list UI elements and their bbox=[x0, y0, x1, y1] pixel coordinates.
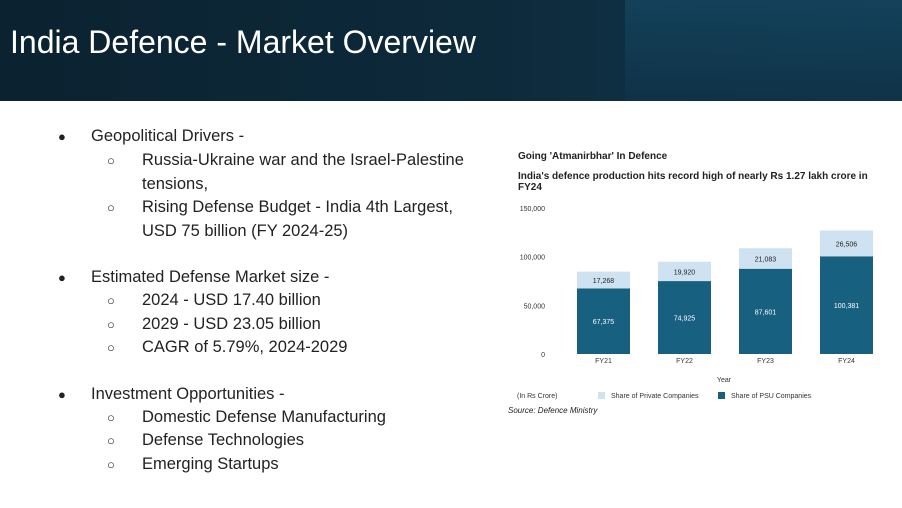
data-label-private: 19,920 bbox=[674, 269, 696, 276]
bullet-item: ● Estimated Defense Market size - bbox=[58, 266, 330, 290]
x-tick-label: FY21 bbox=[595, 358, 612, 365]
y-tick-label: 100,000 bbox=[520, 255, 545, 262]
header-accent-band bbox=[625, 0, 902, 101]
y-tick-label: 50,000 bbox=[524, 303, 546, 310]
sub-bullet-item: ○ 2024 - USD 17.40 billion bbox=[107, 289, 482, 313]
y-tick-label: 150,000 bbox=[520, 206, 545, 213]
bar-psu-fy23 bbox=[739, 268, 792, 354]
bullet-text: Geopolitical Drivers - bbox=[91, 127, 245, 145]
bar-private-fy23 bbox=[739, 248, 792, 269]
bullet-text: Investment Opportunities - bbox=[91, 385, 285, 403]
data-label-psu: 74,925 bbox=[674, 316, 696, 323]
legend-swatch-psu bbox=[718, 392, 725, 399]
sub-bullet-marker: ○ bbox=[107, 433, 115, 448]
bullet-text: tensions, bbox=[142, 175, 209, 193]
x-tick-label: FY22 bbox=[676, 358, 693, 365]
data-label-private: 21,083 bbox=[755, 256, 777, 263]
sub-bullet-continuation: tensions, bbox=[142, 173, 482, 197]
bar-private-fy24 bbox=[820, 230, 873, 257]
bar-psu-fy24 bbox=[820, 256, 873, 354]
data-label-private: 26,506 bbox=[836, 241, 858, 248]
bar-psu-fy22 bbox=[658, 281, 711, 354]
legend-label-private: Share of Private Companies bbox=[611, 393, 699, 400]
bullet-marker: ● bbox=[58, 387, 66, 402]
data-label-psu: 87,601 bbox=[755, 309, 777, 316]
sub-bullet-item: ○ CAGR of 5.79%, 2024-2029 bbox=[107, 336, 482, 360]
bullet-text: Russia-Ukraine war and the Israel-Palest… bbox=[142, 151, 464, 169]
sub-bullet-item: ○ Russia-Ukraine war and the Israel-Pale… bbox=[107, 149, 482, 173]
bullet-marker: ● bbox=[58, 129, 66, 144]
stacked-bar-chart: 0 50,000 100,000 150,000 67,375 17,268 FY21 74,… bbox=[517, 206, 873, 400]
bullet-list: ● Geopolitical Drivers - ○ Russia-Ukrain… bbox=[58, 125, 482, 477]
bar-psu-fy21 bbox=[577, 288, 630, 354]
sub-bullet-marker: ○ bbox=[107, 153, 115, 168]
sub-bullet-item: ○ 2029 - USD 23.05 billion bbox=[107, 313, 482, 337]
bullet-item: ● Investment Opportunities - bbox=[58, 383, 285, 407]
sub-bullet-item: ○ Rising Defense Budget - India 4th Larg… bbox=[107, 196, 482, 220]
sub-bullet-marker: ○ bbox=[107, 317, 115, 332]
x-tick-label: FY23 bbox=[757, 358, 774, 365]
bullet-text: 2029 - USD 23.05 billion bbox=[142, 315, 321, 333]
slide-title: India Defence - Market Overview bbox=[10, 24, 476, 60]
sub-bullet-marker: ○ bbox=[107, 410, 115, 425]
bullet-item: ● Geopolitical Drivers - bbox=[58, 125, 245, 149]
sub-bullet-item: ○ Emerging Startups bbox=[107, 453, 482, 477]
y-tick-label: 0 bbox=[541, 352, 545, 359]
bullet-text: USD 75 billion (FY 2024-25) bbox=[142, 222, 349, 240]
bullet-text: 2024 - USD 17.40 billion bbox=[142, 291, 321, 309]
chart-source: Source: Defence Ministry bbox=[508, 406, 598, 415]
data-label-psu: 67,375 bbox=[593, 319, 615, 326]
sub-bullet-marker: ○ bbox=[107, 293, 115, 308]
bullet-marker: ● bbox=[58, 270, 66, 285]
sub-bullet-marker: ○ bbox=[107, 457, 115, 472]
data-label-psu: 100,381 bbox=[834, 303, 859, 310]
bullet-text: Domestic Defense Manufacturing bbox=[142, 408, 386, 426]
data-label-private: 17,268 bbox=[593, 278, 615, 285]
legend-swatch-private bbox=[598, 392, 605, 399]
sub-bullet-item: ○ Domestic Defense Manufacturing bbox=[107, 406, 482, 430]
sub-bullet-marker: ○ bbox=[107, 340, 115, 355]
bar-private-fy22 bbox=[658, 261, 711, 282]
bullet-text: CAGR of 5.79%, 2024-2029 bbox=[142, 338, 348, 356]
chart-subtitle: India's defence production hits record h… bbox=[518, 171, 868, 193]
sub-bullet-marker: ○ bbox=[107, 200, 115, 215]
legend-label-psu: Share of PSU Companies bbox=[731, 393, 812, 400]
sub-bullet-item: ○ Defense Technologies bbox=[107, 429, 482, 453]
x-tick-label: FY24 bbox=[838, 358, 855, 365]
bullet-text: Defense Technologies bbox=[142, 431, 305, 449]
slide-header: India Defence - Market Overview bbox=[0, 0, 902, 101]
bullet-text: Estimated Defense Market size - bbox=[91, 268, 330, 286]
x-axis-label: Year bbox=[717, 377, 732, 384]
bar-private-fy21 bbox=[577, 271, 630, 289]
sub-bullet-continuation: USD 75 billion (FY 2024-25) bbox=[142, 220, 482, 244]
unit-note: (In Rs Crore) bbox=[517, 393, 557, 400]
bullet-text: Rising Defense Budget - India 4th Larges… bbox=[142, 198, 453, 216]
chart-title: Going 'Atmanirbhar' In Defence bbox=[518, 151, 668, 162]
bullet-text: Emerging Startups bbox=[142, 455, 279, 473]
